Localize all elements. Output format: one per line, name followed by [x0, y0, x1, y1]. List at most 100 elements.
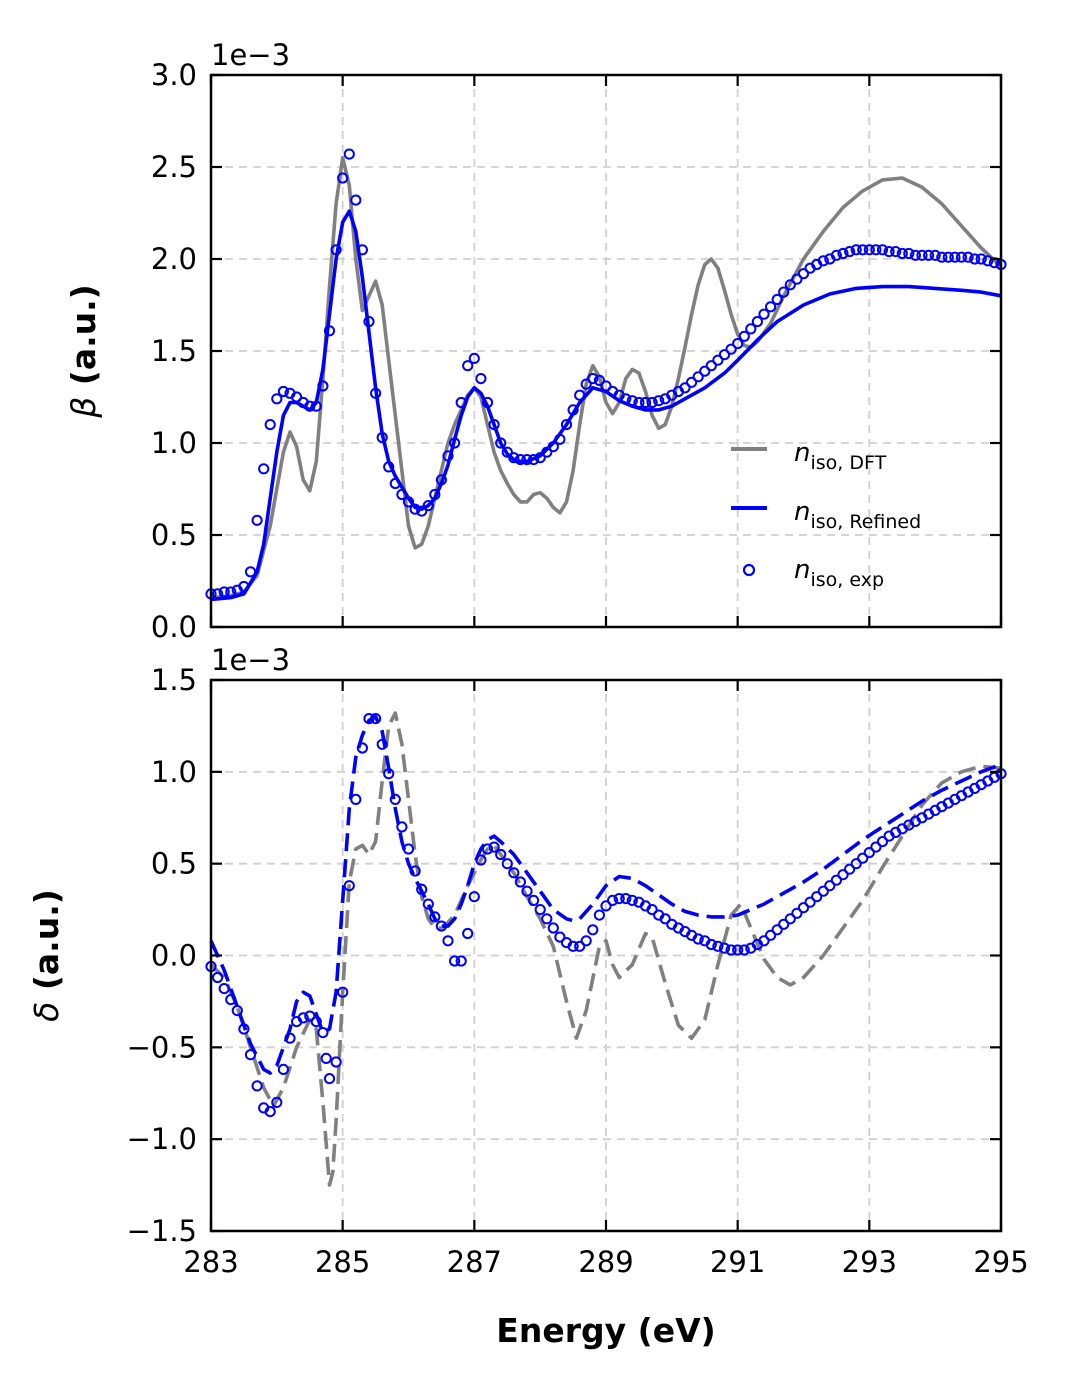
- delta-x-tick-label: 287: [447, 1245, 502, 1279]
- beta-symbol: β: [64, 397, 103, 419]
- legend: niso, DFT niso, Refined niso, exp: [731, 438, 921, 591]
- delta-series-2-point: [337, 986, 349, 998]
- delta-series-2-point: [508, 867, 520, 879]
- beta-series-2-point: [712, 354, 724, 366]
- beta-series-2-point: [244, 566, 257, 578]
- beta-series-2-point: [778, 286, 790, 298]
- beta-series-2-point: [725, 343, 737, 355]
- delta-series-2-point: [462, 927, 474, 940]
- beta-series-2-point: [692, 371, 704, 383]
- beta-series-2-point: [646, 396, 658, 409]
- delta-series-2-point: [725, 944, 737, 956]
- beta-series-2-point: [955, 251, 968, 263]
- delta-series-2-point: [534, 904, 546, 916]
- delta-series-0-line: [209, 711, 1002, 1187]
- beta-series-2-point: [830, 249, 843, 261]
- beta-series-2-point: [383, 461, 395, 473]
- beta-series-2-point: [758, 308, 770, 320]
- delta-series-2-point: [251, 1080, 263, 1092]
- beta-series-2-point: [501, 446, 513, 458]
- beta-series-2-point: [567, 404, 579, 416]
- delta-series-2-point: [455, 955, 467, 967]
- beta-series-2-point: [751, 316, 764, 328]
- delta-series-2-point: [574, 940, 586, 952]
- delta-y-tick-label: 1.5: [151, 663, 197, 697]
- delta-series-2-point: [797, 902, 810, 914]
- delta-series-2-point: [850, 858, 862, 870]
- delta-series-2-point: [317, 1027, 329, 1039]
- beta-series-2-point: [528, 454, 540, 466]
- delta-series-2-point: [804, 896, 816, 908]
- beta-series-2-point: [277, 385, 289, 398]
- delta-series-2-point: [284, 1032, 296, 1044]
- beta-series-2-point: [449, 437, 461, 449]
- beta-series-2-point: [732, 338, 744, 350]
- beta-series-2-point: [251, 514, 263, 526]
- beta-grid: [211, 75, 1001, 627]
- delta-series-2-markers: [205, 713, 1007, 1118]
- delta-series-2-point: [277, 1063, 289, 1076]
- delta-series-2-point: [738, 944, 750, 956]
- delta-series-2-point: [343, 880, 355, 892]
- beta-series-2-point: [560, 419, 573, 431]
- delta-series-2-point: [481, 843, 494, 855]
- delta-series-2-point: [212, 971, 224, 984]
- delta-x-tick-label: 295: [973, 1245, 1028, 1279]
- delta-series-2-point: [429, 911, 441, 923]
- beta-series-2-point: [633, 396, 645, 409]
- beta-y-tick-label: 3.0: [151, 58, 197, 92]
- beta-series-2-point: [639, 396, 652, 409]
- beta-series-2-point: [343, 148, 355, 160]
- beta-series-2-point: [923, 249, 935, 261]
- delta-series-2-point: [778, 918, 790, 930]
- delta-ticks: −1.5 −1.0 −0.5 0.0 0.5 1.0 1.5 283 285 287 289 291 2…: [127, 663, 1029, 1279]
- beta-series-2-point: [876, 244, 889, 256]
- delta-series-2-point: [593, 909, 606, 921]
- beta-series-2-point: [350, 194, 362, 206]
- beta-series-2-point: [481, 396, 494, 409]
- delta-series-2-point: [297, 1012, 309, 1024]
- beta-series-2-point: [416, 505, 428, 517]
- delta-series-2-point: [435, 920, 447, 932]
- delta-series-2-point: [600, 900, 612, 912]
- delta-y-axis-label: δ (a.u.): [27, 889, 66, 1022]
- beta-series-2-point: [942, 251, 954, 263]
- beta-series-2-point: [389, 477, 401, 490]
- beta-series-2-point: [870, 244, 882, 256]
- delta-series-2-point: [416, 883, 428, 896]
- beta-series-2-point: [271, 393, 283, 405]
- beta-series-2-point: [455, 396, 467, 409]
- beta-series-2-point: [916, 249, 928, 261]
- beta-series-2-point: [212, 588, 224, 600]
- delta-series-2-point: [501, 858, 513, 870]
- delta-series-2-point: [514, 876, 527, 888]
- beta-series-2-point: [330, 244, 342, 256]
- delta-symbol: δ: [27, 1002, 66, 1022]
- delta-series-2-point: [870, 841, 882, 853]
- delta-series-2-point: [758, 935, 770, 947]
- delta-series-2-point: [580, 935, 592, 947]
- beta-series-2-point: [541, 446, 553, 458]
- delta-series-2-point: [613, 893, 625, 905]
- legend-label: niso, exp: [794, 555, 884, 591]
- delta-series-2-point: [528, 894, 540, 907]
- beta-series-2-point: [909, 249, 922, 261]
- beta-series-2-point: [587, 373, 599, 385]
- delta-panel: −1.5 −1.0 −0.5 0.0 0.5 1.0 1.5 283 285 287 289 291 2…: [27, 643, 1029, 1350]
- delta-series-2-point: [488, 841, 500, 853]
- delta-series-2-point: [383, 768, 395, 780]
- beta-series-2-point: [903, 247, 915, 260]
- beta-y-axis-label: β (a.u.): [64, 284, 103, 419]
- beta-series-2-point: [468, 352, 480, 364]
- beta-series-2-point: [890, 246, 902, 258]
- delta-series-2-point: [468, 891, 480, 903]
- beta-series-2-point: [844, 246, 856, 258]
- beta-series-2-point: [765, 301, 777, 313]
- beta-series-2-point: [238, 580, 250, 593]
- beta-offset-text: 1e−3: [211, 38, 290, 72]
- beta-ticks: 0.0 0.5 1.0 1.5 2.0 2.5 3.0: [151, 58, 1003, 644]
- beta-y-tick-label: 1.5: [151, 334, 197, 368]
- beta-y-tick-label: 2.5: [151, 150, 197, 184]
- beta-series-2-point: [797, 268, 810, 280]
- beta-series-2-point: [514, 454, 527, 466]
